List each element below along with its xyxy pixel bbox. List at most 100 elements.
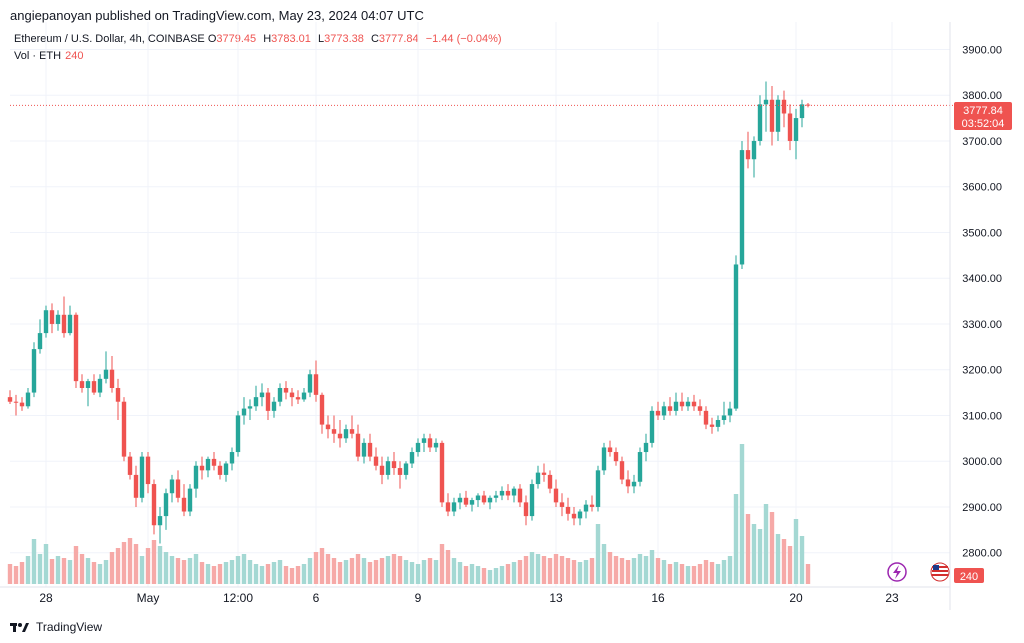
- open-value: 3779.45: [216, 33, 257, 45]
- candle-body: [217, 465, 223, 475]
- volume-bar: [271, 562, 277, 584]
- volume-bar: [55, 556, 61, 584]
- volume-bar: [397, 556, 403, 584]
- volume-bar: [433, 560, 439, 584]
- volume-bar: [787, 546, 793, 584]
- candle-body: [355, 433, 361, 457]
- candle-body: [337, 433, 343, 439]
- volume-bar: [223, 562, 229, 584]
- volume-bar: [37, 554, 43, 584]
- volume-bar: [625, 560, 631, 584]
- candle-body: [559, 502, 565, 507]
- candle-body: [607, 447, 613, 453]
- candle-body: [415, 442, 421, 453]
- candle-body: [55, 314, 61, 324]
- candle-body: [349, 429, 355, 434]
- volume-bar: [283, 566, 289, 584]
- candle-body: [577, 511, 583, 519]
- candle-body: [133, 474, 139, 498]
- candle-body: [91, 381, 97, 393]
- x-tick-label: 9: [415, 591, 422, 605]
- candle-body: [673, 401, 679, 411]
- volume-bar: [457, 562, 463, 584]
- volume-bar: [217, 564, 223, 584]
- candle-body: [655, 410, 661, 416]
- candle-body: [289, 392, 295, 398]
- volume-bar: [463, 566, 469, 584]
- volume-value: 240: [65, 50, 84, 62]
- y-tick-label: 2900.00: [962, 502, 1002, 514]
- candle-body: [367, 442, 373, 457]
- low-label: L: [317, 33, 325, 45]
- y-tick-label: 3200.00: [962, 365, 1002, 377]
- candle-body: [703, 410, 709, 425]
- volume-bar: [175, 558, 181, 584]
- volume-bar: [697, 564, 703, 584]
- volume-bar: [91, 562, 97, 584]
- volume-bar: [517, 560, 523, 584]
- candle-body: [709, 424, 715, 427]
- candle-body: [241, 408, 247, 416]
- candle-body: [565, 506, 571, 514]
- volume-bar: [391, 554, 397, 584]
- lightning-icon[interactable]: [887, 562, 907, 582]
- candle-body: [157, 516, 163, 526]
- candle-body: [643, 442, 649, 453]
- volume-bar: [595, 524, 601, 584]
- candle-body: [229, 452, 235, 464]
- volume-bar: [589, 558, 595, 584]
- candle-body: [259, 392, 265, 398]
- y-tick-label: 3800.00: [962, 90, 1002, 102]
- volume-legend: Vol · ETH 240: [14, 50, 83, 62]
- us-flag-icon[interactable]: [930, 562, 950, 582]
- volume-bar: [487, 570, 493, 584]
- volume-bar: [505, 564, 511, 584]
- volume-bar: [427, 558, 433, 584]
- change-value: −1.44 (−0.04%): [425, 33, 502, 45]
- candle-body: [361, 442, 367, 457]
- candle-body: [331, 429, 337, 434]
- volume-bar: [7, 564, 13, 584]
- candle-body: [457, 497, 463, 503]
- candle-body: [295, 397, 301, 400]
- volume-bar: [301, 564, 307, 584]
- volume-bar: [13, 566, 19, 584]
- volume-bar: [415, 564, 421, 584]
- volume-bar: [361, 558, 367, 584]
- candle-body: [205, 458, 211, 471]
- candle-body: [445, 502, 451, 512]
- candle-body: [493, 495, 499, 498]
- volume-bar: [385, 556, 391, 584]
- x-tick-label: 13: [549, 591, 563, 605]
- volume-bar: [19, 562, 25, 584]
- volume-bar: [493, 568, 499, 584]
- open-label: O: [207, 33, 217, 45]
- volume-bar: [349, 558, 355, 584]
- candle-body: [223, 463, 229, 475]
- volume-bar: [331, 558, 337, 584]
- x-tick-label: 16: [651, 591, 665, 605]
- volume-bar: [409, 562, 415, 584]
- candle-body: [763, 99, 769, 105]
- volume-bar: [613, 556, 619, 584]
- volume-bar: [667, 564, 673, 584]
- volume-bar: [85, 558, 91, 584]
- candle-body: [25, 392, 31, 407]
- volume-bar: [715, 564, 721, 584]
- candle-body: [523, 502, 529, 517]
- candle-body: [307, 374, 313, 393]
- volume-bar: [727, 556, 733, 584]
- candle-body: [589, 504, 595, 507]
- volume-bar: [319, 548, 325, 584]
- candle-body: [115, 387, 121, 402]
- candle-body: [7, 397, 13, 402]
- candle-body: [97, 378, 103, 393]
- candle-body: [145, 456, 151, 485]
- candle-body: [235, 415, 241, 453]
- volume-bar: [235, 556, 241, 584]
- candle-body: [187, 488, 193, 512]
- candle-body: [631, 481, 637, 487]
- volume-bar: [691, 566, 697, 584]
- volume-bar: [247, 560, 253, 584]
